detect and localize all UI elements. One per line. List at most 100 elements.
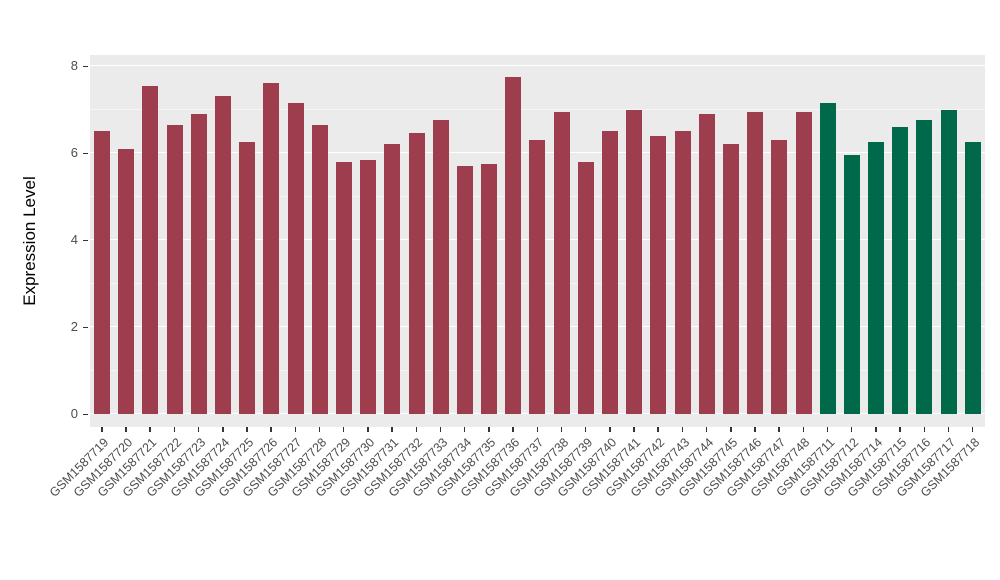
bar-slot [695, 55, 719, 427]
bar-GSM1587720 [118, 148, 135, 414]
x-tick [318, 427, 321, 432]
x-tick [536, 427, 538, 432]
bar-GSM1587718 [964, 142, 981, 414]
x-tick [149, 427, 151, 432]
bar-GSM1587737 [529, 139, 546, 414]
y-tick [83, 65, 88, 67]
bar-slot [912, 55, 936, 427]
plot-panel [90, 55, 985, 427]
bar-slot [404, 55, 428, 427]
y-tick-label: 2 [70, 319, 78, 334]
bar-slot [743, 55, 767, 427]
bar-GSM1587719 [94, 131, 111, 414]
bar-GSM1587722 [166, 124, 183, 414]
bar-slot [550, 55, 574, 427]
x-tick [609, 427, 611, 432]
y-tick [83, 152, 88, 154]
x-tick [633, 427, 635, 432]
bar-slot [840, 55, 864, 427]
x-tick [730, 427, 732, 432]
y-axis: 0 2 4 6 8 [0, 55, 90, 427]
x-tick [778, 427, 780, 432]
bar-slot [138, 55, 162, 427]
bar-GSM1587712 [843, 155, 860, 414]
x-tick [439, 427, 442, 432]
bar-GSM1587747 [771, 139, 788, 414]
bar-GSM1587729 [335, 161, 352, 414]
bar-slot [961, 55, 985, 427]
y-tick-label: 4 [70, 232, 78, 247]
x-tick [923, 427, 926, 432]
bar-GSM1587725 [239, 142, 256, 414]
bar-slot [816, 55, 840, 427]
bar-slot [767, 55, 791, 427]
bar-slot [453, 55, 477, 427]
x-tick [971, 427, 974, 432]
x-tick [512, 427, 514, 432]
bar-GSM1587733 [432, 120, 449, 414]
bar-slot [671, 55, 695, 427]
x-tick [875, 427, 877, 432]
x-tick [415, 427, 418, 432]
bar-GSM1587721 [142, 85, 159, 414]
bar-slot [888, 55, 912, 427]
gridline-major [90, 65, 985, 66]
x-tick [584, 427, 587, 432]
x-tick [705, 427, 708, 432]
x-tick [294, 427, 297, 432]
x-tick [560, 427, 563, 432]
y-tick [83, 326, 88, 328]
bar-GSM1587727 [287, 103, 304, 414]
bar-slot [332, 55, 356, 427]
x-tick [488, 427, 490, 432]
x-tick [367, 427, 369, 432]
bar-GSM1587748 [795, 111, 812, 414]
y-tick-label: 0 [70, 406, 78, 421]
x-tick [125, 427, 127, 432]
bar-GSM1587730 [360, 159, 377, 414]
bar-GSM1587738 [553, 111, 570, 414]
bar-GSM1587717 [940, 109, 957, 414]
bar-GSM1587724 [215, 96, 231, 414]
x-tick [197, 427, 200, 432]
bar-GSM1587739 [577, 161, 594, 414]
bar-slot [211, 55, 235, 427]
bar-slot [864, 55, 888, 427]
x-tick [947, 427, 950, 432]
bar-GSM1587745 [722, 144, 739, 414]
x-tick [391, 427, 393, 432]
x-tick [222, 427, 224, 432]
x-tick [899, 427, 901, 432]
y-tick-label: 8 [70, 58, 78, 73]
bar-slot [719, 55, 743, 427]
x-tick [826, 427, 829, 432]
bar-GSM1587736 [505, 76, 522, 414]
bar-slot [937, 55, 961, 427]
bar-slot [187, 55, 211, 427]
x-tick [101, 427, 103, 432]
x-tick [850, 427, 853, 432]
bar-GSM1587734 [456, 166, 473, 414]
bar-slot [308, 55, 332, 427]
x-tick [657, 427, 659, 432]
x-tick [463, 427, 466, 432]
bar-slot [574, 55, 598, 427]
bar-GSM1587740 [602, 131, 618, 414]
bars [90, 55, 985, 427]
bar-slot [622, 55, 646, 427]
bar-slot [356, 55, 380, 427]
x-tick [173, 427, 176, 432]
bar-slot [501, 55, 525, 427]
bar-GSM1587723 [190, 113, 207, 414]
bar-GSM1587715 [892, 126, 909, 414]
x-tick [754, 427, 756, 432]
bar-slot [284, 55, 308, 427]
x-axis: GSM1587719 GSM1587720 GSM1587721 GSM1587722… [47, 427, 985, 577]
y-tick [83, 413, 88, 415]
bar-GSM1587742 [650, 135, 667, 414]
x-tick [270, 427, 272, 432]
bar-slot [114, 55, 138, 427]
bar-slot [477, 55, 501, 427]
bar-GSM1587743 [674, 131, 691, 414]
